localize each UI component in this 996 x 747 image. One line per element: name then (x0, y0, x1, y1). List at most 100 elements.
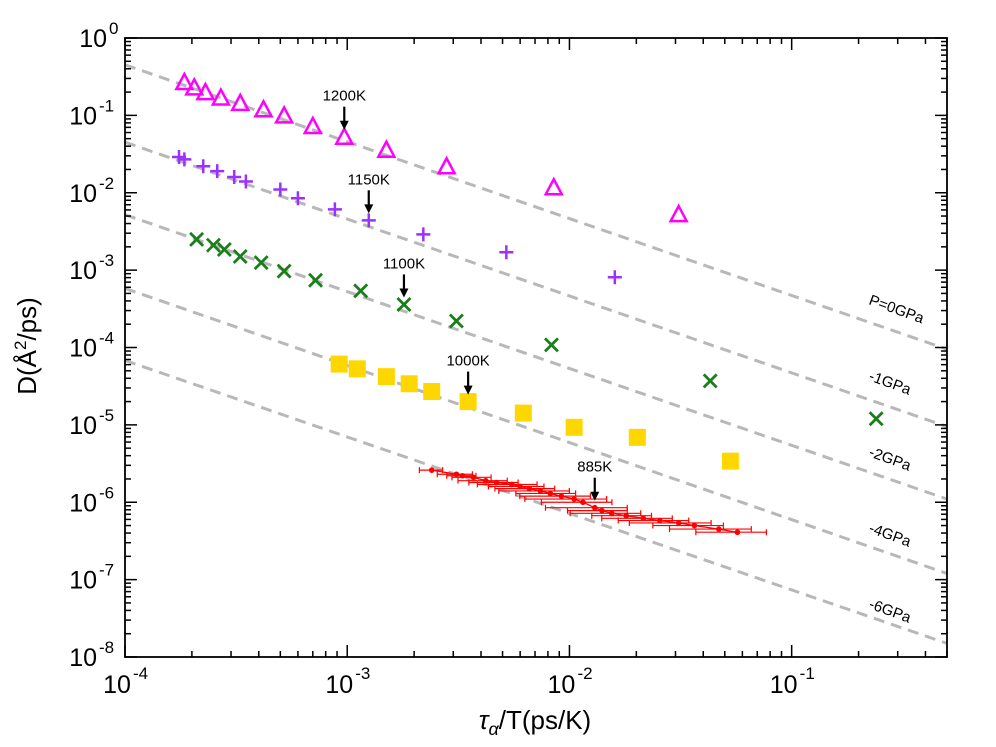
x-tick-exp-0: -4 (133, 664, 148, 683)
y-tick-label-5: 10 (69, 412, 97, 440)
x-label-sub: α (489, 719, 500, 739)
point-2-7 (353, 283, 369, 299)
annotation-label-2: 1100K (383, 255, 425, 272)
errorbar-4-15 (566, 507, 628, 514)
point-1-5 (238, 174, 253, 189)
point-1-4 (227, 169, 242, 184)
point-1-1 (177, 152, 192, 167)
y-tick-label-1: 10 (69, 102, 97, 130)
x-tick-label-0: 10 (103, 671, 131, 699)
y-label-post: /ps) (12, 297, 42, 340)
y-tick-label-3: 10 (69, 257, 97, 285)
x-tick-exp-2: -2 (577, 664, 592, 683)
annotation-arrowhead-1 (364, 204, 374, 214)
point-2-11 (702, 373, 718, 389)
point-4-15 (599, 507, 605, 514)
point-2-3 (232, 249, 248, 264)
point-0-12 (668, 203, 689, 223)
point-4-0 (428, 467, 435, 473)
point-2-6 (308, 272, 324, 288)
y-tick-label-7: 10 (69, 567, 97, 595)
point-0-8 (334, 126, 355, 145)
point-3-9 (721, 452, 739, 470)
point-3-7 (565, 418, 583, 436)
annotation-arrowhead-0 (339, 120, 349, 130)
point-1-3 (210, 164, 225, 179)
point-4-14 (591, 504, 598, 511)
point-3-5 (459, 393, 477, 411)
x-label-rest: /T(ps/K) (499, 705, 591, 735)
point-0-1 (184, 76, 205, 96)
point-1-6 (273, 182, 288, 197)
point-0-5 (253, 98, 274, 118)
point-0-3 (210, 86, 231, 106)
reference-line-3 (125, 287, 947, 575)
point-2-9 (448, 313, 464, 329)
point-2-0 (189, 231, 205, 247)
y-tick-exp-3: -3 (99, 251, 114, 270)
reference-line-1 (125, 140, 947, 429)
point-0-0 (174, 71, 195, 91)
annotation-arrowhead-3 (463, 385, 473, 395)
annotations: P=0GPa -1GPa -2GPa -4GPa -6GPa 1200K 1150K 1100… (323, 88, 927, 627)
plot-frame (124, 37, 948, 658)
point-2-12 (868, 411, 884, 427)
point-4-22 (716, 526, 722, 532)
point-3-4 (423, 382, 441, 400)
y-tick-exp-1: -1 (99, 96, 114, 115)
y-tick-exp-0: 0 (109, 19, 118, 38)
point-4-6 (508, 481, 515, 488)
x-axis-label: τα/T(ps/K) (479, 705, 591, 739)
point-4-12 (571, 496, 577, 502)
point-2-10 (543, 337, 559, 353)
errorbar-4-12 (524, 496, 608, 503)
point-2-5 (276, 263, 292, 279)
y-tick-label-4: 10 (69, 335, 97, 363)
point-4-21 (691, 522, 698, 529)
errorbar-4-10 (515, 490, 577, 497)
annotation-arrowhead-2 (399, 288, 409, 298)
point-1-9 (361, 213, 376, 228)
y-tick-exp-4: -4 (99, 329, 114, 348)
errorbar-4-11 (519, 493, 591, 500)
annotation-arrowhead-4 (590, 491, 600, 501)
point-4-9 (537, 488, 544, 494)
y-tick-exp-8: -8 (99, 638, 114, 657)
point-4-8 (526, 485, 533, 492)
point-0-6 (274, 104, 295, 124)
point-0-7 (302, 115, 323, 135)
point-0-11 (543, 176, 564, 196)
point-0-2 (195, 81, 216, 101)
y-tick-label-2: 10 (69, 180, 97, 208)
point-3-6 (514, 404, 532, 422)
point-2-8 (396, 296, 412, 312)
point-0-9 (376, 139, 397, 158)
point-3-8 (628, 428, 646, 446)
reference-line-0 (125, 63, 947, 351)
annotation-label-3: 1000K (446, 353, 489, 370)
point-4-23 (734, 529, 741, 536)
data-points (172, 71, 884, 536)
reference-line-label-0: P=0GPa (867, 292, 927, 328)
point-3-3 (400, 375, 418, 393)
point-4-10 (547, 490, 554, 497)
y-label-pre: D(Å (12, 349, 42, 394)
point-2-1 (205, 237, 221, 253)
x-tick-label-2: 10 (548, 671, 576, 699)
x-tick-label-3: 10 (770, 671, 798, 699)
y-tick-label-8: 10 (69, 644, 97, 672)
point-4-11 (558, 493, 565, 499)
y-tick-exp-5: -5 (99, 406, 114, 425)
point-1-7 (290, 191, 305, 206)
point-2-4 (253, 255, 269, 271)
y-tick-exp-7: -7 (99, 561, 114, 580)
point-3-1 (348, 360, 366, 378)
point-4-13 (580, 499, 586, 506)
reference-line-label-2: -2GPa (867, 444, 914, 475)
point-4-16 (608, 510, 615, 517)
y-axis-label: D(Å2/ps) (11, 297, 42, 395)
x-tick-exp-3: -1 (800, 664, 815, 683)
point-4-3 (470, 474, 477, 481)
